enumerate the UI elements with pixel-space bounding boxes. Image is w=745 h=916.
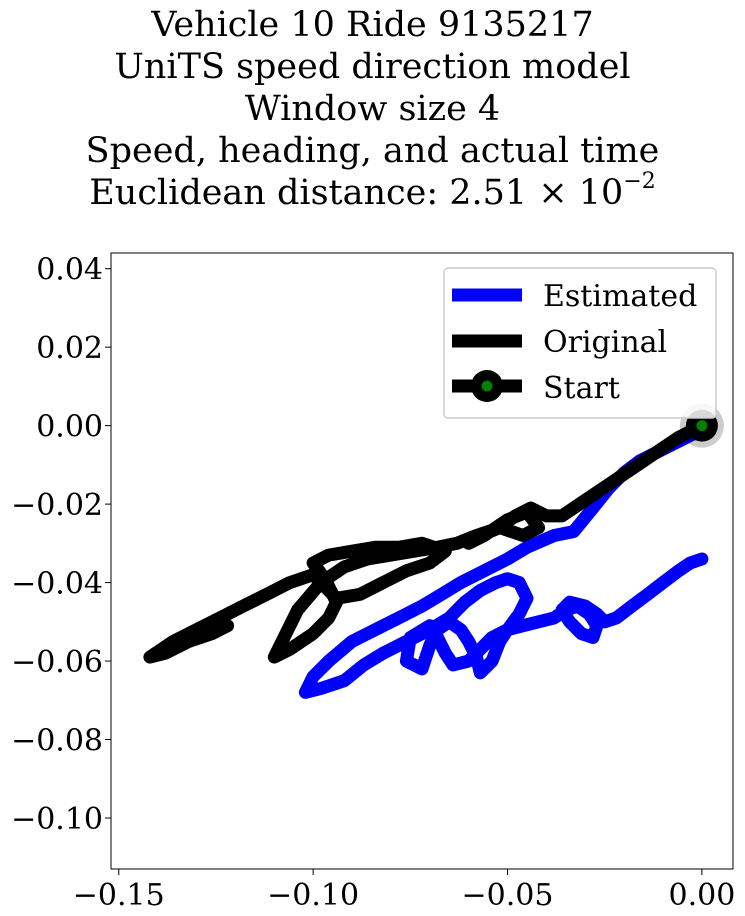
y-tick-label: −0.10: [11, 802, 103, 837]
x-tick-label: 0.00: [669, 878, 736, 913]
legend-start-label: Start: [543, 371, 620, 406]
legend-estimated-label: Estimated: [543, 279, 697, 314]
y-tick-label: −0.04: [11, 567, 103, 602]
title-line: UniTS speed direction model: [114, 47, 631, 87]
chart-title: Vehicle 10 Ride 9135217 UniTS speed dire…: [0, 4, 745, 214]
y-tick-label: −0.02: [11, 488, 103, 523]
distance-line: Euclidean distance: 2.51 × 10−2: [0, 169, 745, 214]
distance-mantissa: 2.51: [449, 173, 528, 213]
series-original-line: [143, 419, 709, 664]
x-tick-label: −0.05: [462, 878, 554, 913]
distance-times: ×: [538, 173, 568, 213]
y-tick-label: 0.04: [36, 253, 103, 288]
series-estimated-line: [298, 423, 709, 699]
distance-label: Euclidean distance:: [89, 173, 450, 213]
series-layer: [143, 419, 709, 699]
title-line: Speed, heading, and actual time: [85, 131, 660, 171]
legend-original-label: Original: [543, 325, 667, 360]
title-line: Vehicle 10 Ride 9135217: [151, 5, 594, 45]
y-tick-label: −0.06: [11, 645, 103, 680]
plot-frame: [110, 252, 734, 870]
y-tick-label: 0.00: [36, 410, 103, 445]
distance-exponent: −2: [623, 169, 656, 194]
x-tick-label: −0.10: [267, 878, 359, 913]
legend: Estimated Original Start: [443, 267, 717, 419]
start-marker-center: [696, 420, 708, 432]
y-tick-label: −0.08: [11, 724, 103, 759]
axis-layer: −0.15 −0.10 −0.05 0.00 0.04 0.02 0.00 −0.02 −0.0…: [11, 253, 735, 913]
x-tick-label: −0.15: [73, 878, 165, 913]
legend-start-marker-center: [481, 380, 493, 392]
distance-base: 10: [578, 173, 624, 213]
title-line: Window size 4: [244, 89, 501, 129]
y-tick-label: 0.02: [36, 331, 103, 366]
